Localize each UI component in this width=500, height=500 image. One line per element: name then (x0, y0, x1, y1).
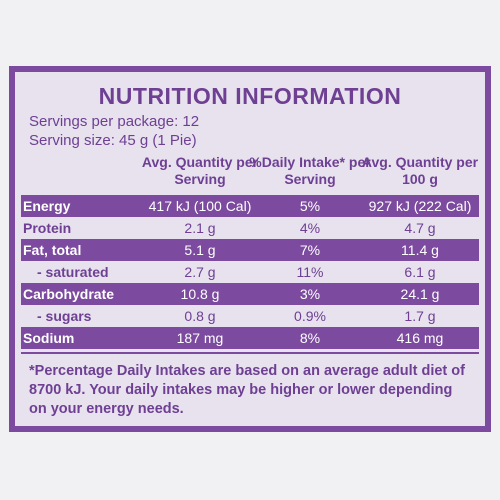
row-daily-intake: 0.9% (294, 308, 326, 324)
row-label: Energy (23, 198, 71, 214)
serving-size: Serving size: 45 g (1 Pie) (29, 132, 197, 149)
row-per-100g: 6.1 g (404, 264, 436, 280)
row-per-serving: 5.1 g (184, 242, 216, 258)
nutrition-panel: NUTRITION INFORMATION Servings per packa… (9, 66, 491, 432)
row-per-100g: 1.7 g (404, 308, 436, 324)
row-per-100g: 24.1 g (400, 286, 440, 302)
row-per-serving: 0.8 g (184, 308, 216, 324)
row-daily-intake: 3% (299, 286, 321, 302)
nutrition-table: Energy 417 kJ (100 Cal) 5% 927 kJ (222 C… (21, 195, 479, 349)
table-row-sugars: - sugars 0.8 g 0.9% 1.7 g (21, 305, 479, 327)
table-row-carbohydrate: Carbohydrate 10.8 g 3% 24.1 g (21, 283, 479, 305)
row-label: Sodium (23, 330, 75, 346)
header-per-serving: Avg. Quantity per Serving (141, 154, 259, 187)
row-label: Carbohydrate (23, 286, 115, 302)
row-daily-intake: 11% (296, 264, 324, 280)
row-per-100g: 416 mg (396, 330, 444, 346)
table-row-fat-total: Fat, total 5.1 g 7% 11.4 g (21, 239, 479, 261)
row-per-serving: 2.1 g (184, 220, 216, 236)
row-per-100g: 4.7 g (404, 220, 436, 236)
row-label: Fat, total (23, 242, 82, 258)
footnote-divider (21, 352, 479, 354)
table-row-energy: Energy 417 kJ (100 Cal) 5% 927 kJ (222 C… (21, 195, 479, 217)
footnote: *Percentage Daily Intakes are based on a… (29, 363, 465, 417)
row-daily-intake: 5% (299, 198, 321, 214)
row-label: - saturated (37, 264, 109, 280)
row-label: - sugars (37, 308, 92, 324)
row-per-serving: 10.8 g (180, 286, 220, 302)
row-per-serving: 2.7 g (184, 264, 216, 280)
row-daily-intake: 4% (299, 220, 321, 236)
nutrition-box: NUTRITION INFORMATION Servings per packa… (15, 72, 485, 426)
header-per-100g: Avg. Quantity per 100 g (361, 154, 479, 187)
row-daily-intake: 7% (299, 242, 321, 258)
header-daily-intake: %Daily Intake* per Serving (249, 154, 371, 187)
table-row-protein: Protein 2.1 g 4% 4.7 g (21, 217, 479, 239)
table-row-saturated: - saturated 2.7 g 11% 6.1 g (21, 261, 479, 283)
row-daily-intake: 8% (299, 330, 321, 346)
row-per-100g: 927 kJ (222 Cal) (368, 198, 472, 214)
row-per-serving: 187 mg (176, 330, 224, 346)
servings-per-package: Servings per package: 12 (29, 113, 200, 130)
row-per-serving: 417 kJ (100 Cal) (148, 198, 252, 214)
table-row-sodium: Sodium 187 mg 8% 416 mg (21, 327, 479, 349)
row-per-100g: 11.4 g (401, 242, 439, 258)
row-label: Protein (23, 220, 72, 236)
panel-title: NUTRITION INFORMATION (98, 83, 402, 109)
